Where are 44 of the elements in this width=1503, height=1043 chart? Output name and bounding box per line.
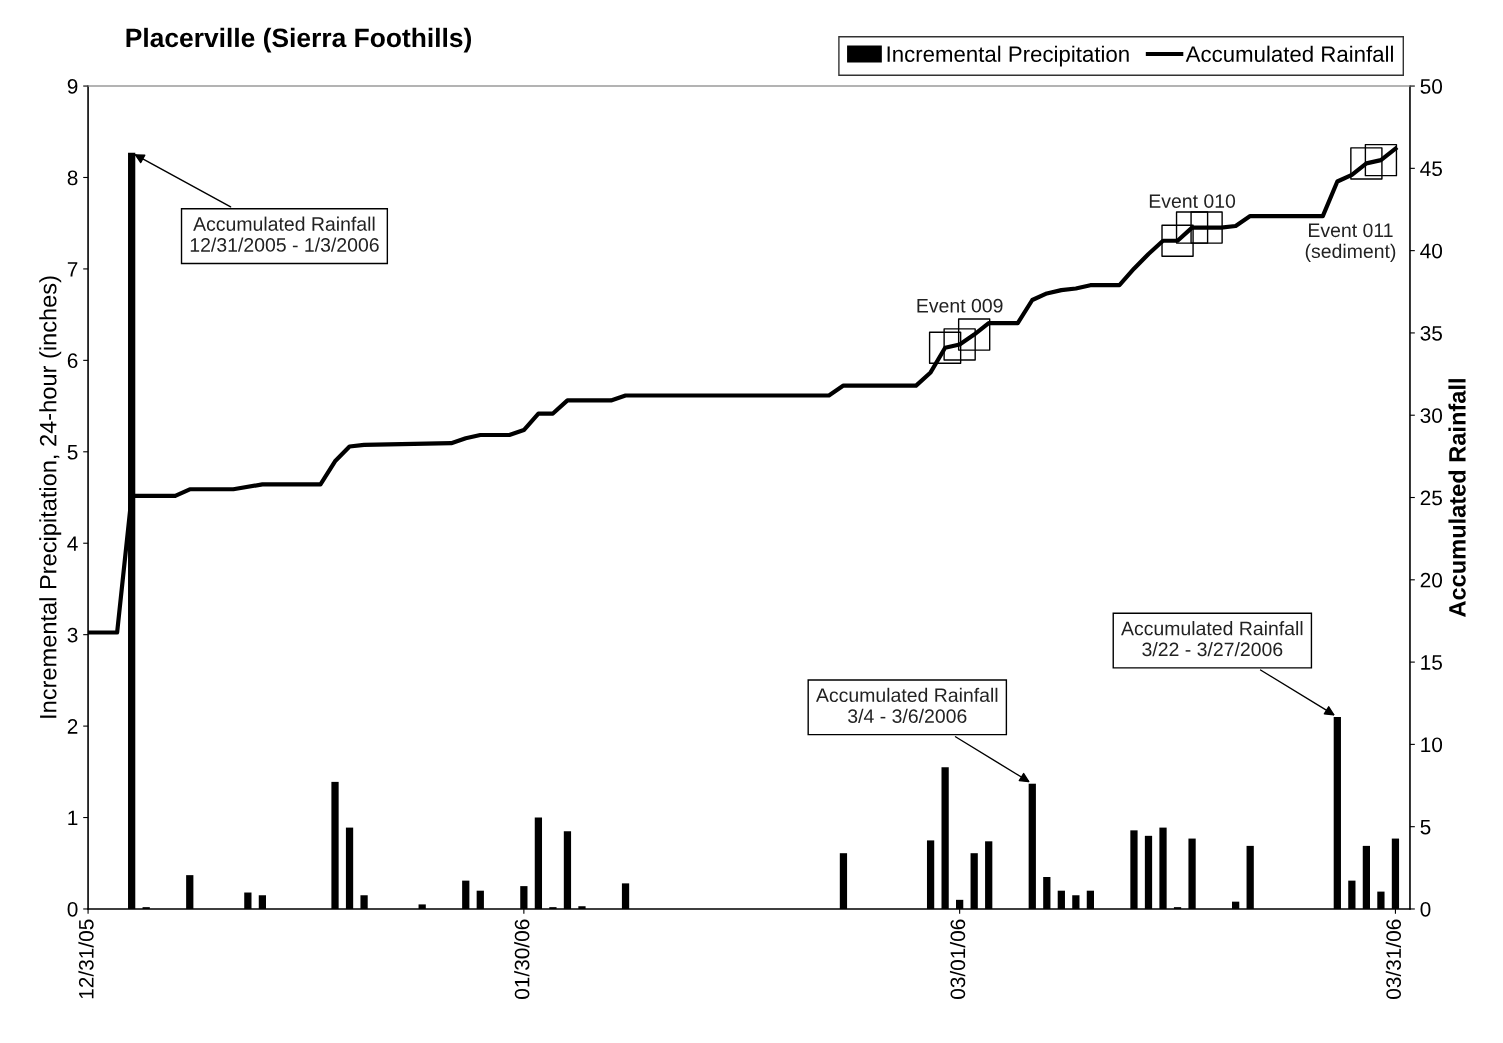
y2-tick-label: 30 bbox=[1420, 408, 1443, 423]
annotation: Event 011 (sediment) bbox=[1305, 223, 1396, 262]
y2-tick-label: 20 bbox=[1420, 572, 1443, 588]
point bbox=[1190, 211, 1223, 244]
y-tick-label: 0 bbox=[67, 901, 78, 917]
y-tick-label: 2 bbox=[67, 719, 78, 734]
point bbox=[1161, 224, 1194, 257]
y-tick-label: 1 bbox=[68, 810, 78, 826]
y2-tick-label: 45 bbox=[1420, 161, 1442, 177]
y-tick-label: 8 bbox=[67, 170, 78, 186]
y2-axis-title: Accumulated Rainfall bbox=[1448, 379, 1466, 617]
y2-tick-label: 50 bbox=[1420, 79, 1443, 94]
y-tick-label: 3 bbox=[67, 627, 78, 643]
y-tick-label: 5 bbox=[67, 445, 78, 460]
x-tick-label: 01/30/06 bbox=[514, 919, 530, 999]
legend-label: Accumulated Rainfall bbox=[1185, 45, 1393, 62]
chart-title: Placerville (Sierra Foothills) bbox=[126, 27, 472, 53]
y2-tick-label: 40 bbox=[1420, 243, 1443, 259]
point bbox=[957, 318, 991, 351]
legend-label: Incremental Precipitation bbox=[887, 45, 1129, 67]
y-tick-label: 7 bbox=[67, 262, 78, 277]
y-tick-label: 4 bbox=[67, 536, 78, 551]
x-tick-label: 03/01/06 bbox=[949, 919, 966, 999]
annotation: Event 010 bbox=[1149, 194, 1236, 208]
point bbox=[1364, 143, 1398, 177]
annotation: Accumulated Rainfall 3/4 - 3/6/2006 bbox=[816, 687, 998, 724]
point bbox=[943, 328, 976, 361]
y-tick-label: 6 bbox=[67, 353, 78, 369]
point bbox=[1350, 147, 1383, 180]
y2-tick-label: 10 bbox=[1421, 737, 1443, 753]
y2-tick-label: 15 bbox=[1421, 655, 1442, 670]
y2-tick-label: 35 bbox=[1420, 325, 1442, 341]
point bbox=[928, 331, 962, 364]
y2-tick-label: 25 bbox=[1420, 490, 1442, 506]
y2-tick-label: 5 bbox=[1420, 819, 1431, 835]
annotation: Event 009 bbox=[917, 298, 1003, 313]
point bbox=[1175, 211, 1209, 244]
annotation: Accumulated Rainfall 3/22 - 3/27/2006 bbox=[1121, 621, 1303, 657]
annotation: Accumulated Rainfall 12/31/2005 - 1/3/2006 bbox=[190, 216, 379, 252]
x-tick-label: 12/31/05 bbox=[78, 919, 94, 999]
y-axis-title: Incremental Precipitation, 24-hour (inches) bbox=[39, 276, 62, 718]
y-tick-label: 9 bbox=[67, 79, 78, 94]
x-tick-label: 03/31/06 bbox=[1385, 919, 1402, 999]
y2-tick-label: 0 bbox=[1420, 901, 1431, 917]
